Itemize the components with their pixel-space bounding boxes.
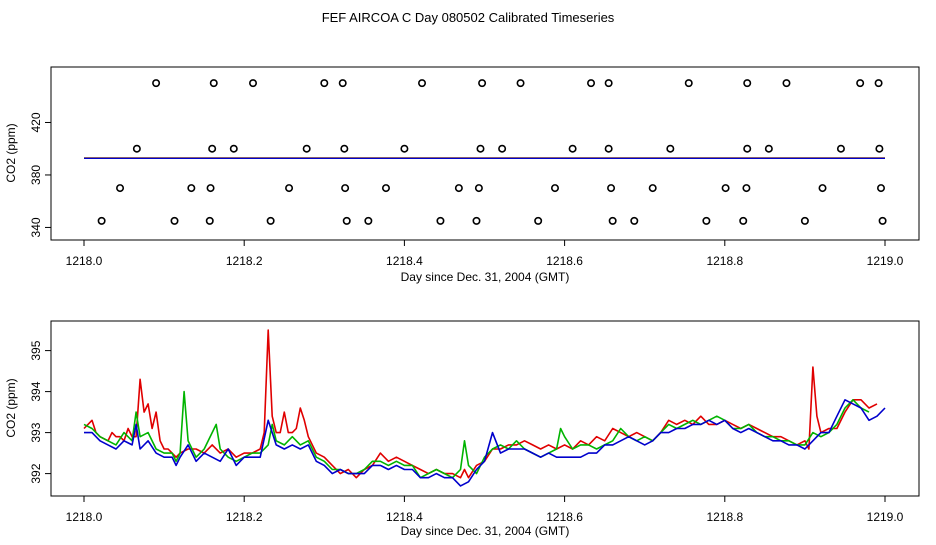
series-line-blue: [84, 399, 886, 487]
y-axis-label: CO2 (ppm): [4, 123, 18, 182]
data-point: [739, 216, 748, 225]
data-point: [743, 79, 752, 88]
data-point: [249, 79, 258, 88]
data-point: [418, 79, 427, 88]
data-point: [607, 184, 616, 193]
data-point: [342, 216, 351, 225]
x-tick-label: 1218.4: [386, 510, 423, 524]
data-point: [878, 216, 887, 225]
data-point: [476, 144, 485, 153]
x-tick-label: 1218.2: [226, 510, 263, 524]
data-point: [550, 184, 559, 193]
x-tick-label: 1218.6: [546, 510, 583, 524]
data-point: [302, 144, 311, 153]
data-point: [472, 216, 481, 225]
y-tick-label: 420: [29, 112, 43, 132]
data-point: [874, 79, 883, 88]
data-point: [474, 184, 483, 193]
data-point: [170, 216, 179, 225]
data-point: [340, 144, 349, 153]
data-point: [875, 144, 884, 153]
y-tick-label: 380: [29, 165, 43, 185]
data-point: [684, 79, 693, 88]
data-point: [587, 79, 596, 88]
y-tick-label: 393: [29, 422, 43, 442]
x-axis-label: Day since Dec. 31, 2004 (GMT): [401, 270, 570, 284]
y-tick-label: 394: [29, 381, 43, 401]
x-ticks: 1218.0 1218.2 1218.4 1218.6 1218.8 1219.0: [66, 240, 904, 268]
y-ticks: 340 380 420: [29, 112, 51, 237]
series-layer: [83, 329, 886, 487]
y-ticks: 392 393 394 395: [29, 340, 51, 484]
x-tick-label: 1218.0: [66, 254, 103, 268]
y-tick-label: 392: [29, 463, 43, 483]
data-point: [608, 216, 617, 225]
data-point: [116, 184, 125, 193]
data-point: [648, 184, 657, 193]
data-point: [743, 144, 752, 153]
data-point: [132, 144, 141, 153]
data-point: [568, 144, 577, 153]
data-point: [856, 79, 865, 88]
data-point: [97, 216, 106, 225]
chart-bottom-panel: Day since Dec. 31, 2004 (GMT) CO2 (ppm) …: [4, 320, 920, 538]
data-point: [285, 184, 294, 193]
data-point: [338, 79, 347, 88]
data-point: [742, 184, 751, 193]
data-point: [666, 144, 675, 153]
x-tick-label: 1218.6: [546, 254, 583, 268]
page-title: FEF AIRCOA C Day 080502 Calibrated Times…: [322, 10, 615, 25]
data-point: [876, 184, 885, 193]
data-point: [836, 144, 845, 153]
data-point: [800, 216, 809, 225]
series-line-red: [83, 329, 878, 479]
x-tick-label: 1218.0: [66, 510, 103, 524]
data-point: [206, 184, 215, 193]
x-tick-label: 1218.8: [706, 254, 743, 268]
y-tick-label: 395: [29, 340, 43, 360]
data-point: [341, 184, 350, 193]
x-tick-label: 1219.0: [867, 254, 904, 268]
x-tick-label: 1218.2: [226, 254, 263, 268]
data-point: [208, 144, 217, 153]
data-point: [320, 79, 329, 88]
x-tick-label: 1219.0: [867, 510, 904, 524]
data-point: [604, 79, 613, 88]
data-point: [187, 184, 196, 193]
data-point: [205, 216, 214, 225]
data-point: [400, 144, 409, 153]
data-point: [604, 144, 613, 153]
data-point: [152, 79, 161, 88]
data-point: [266, 216, 275, 225]
data-point: [364, 216, 373, 225]
data-point: [436, 216, 445, 225]
points-layer: [97, 79, 887, 225]
data-point: [516, 79, 525, 88]
data-point: [764, 144, 773, 153]
plot-frame: [50, 66, 920, 241]
y-tick-label: 340: [29, 217, 43, 237]
data-point: [702, 216, 711, 225]
x-tick-label: 1218.4: [386, 254, 423, 268]
data-point: [721, 184, 730, 193]
x-axis-label: Day since Dec. 31, 2004 (GMT): [401, 524, 570, 538]
y-axis-label: CO2 (ppm): [4, 378, 18, 437]
data-point: [782, 79, 791, 88]
data-point: [630, 216, 639, 225]
data-point: [818, 184, 827, 193]
series-layer: [84, 157, 885, 159]
chart-top-panel: Day since Dec. 31, 2004 (GMT) CO2 (ppm) …: [4, 66, 920, 284]
x-tick-label: 1218.8: [706, 510, 743, 524]
data-point: [229, 144, 238, 153]
data-point: [454, 184, 463, 193]
data-point: [534, 216, 543, 225]
plot-frame: [50, 320, 920, 497]
x-ticks: 1218.0 1218.2 1218.4 1218.6 1218.8 1219.0: [66, 496, 904, 524]
data-point: [478, 79, 487, 88]
data-point: [381, 184, 390, 193]
data-point: [498, 144, 507, 153]
data-point: [209, 79, 218, 88]
